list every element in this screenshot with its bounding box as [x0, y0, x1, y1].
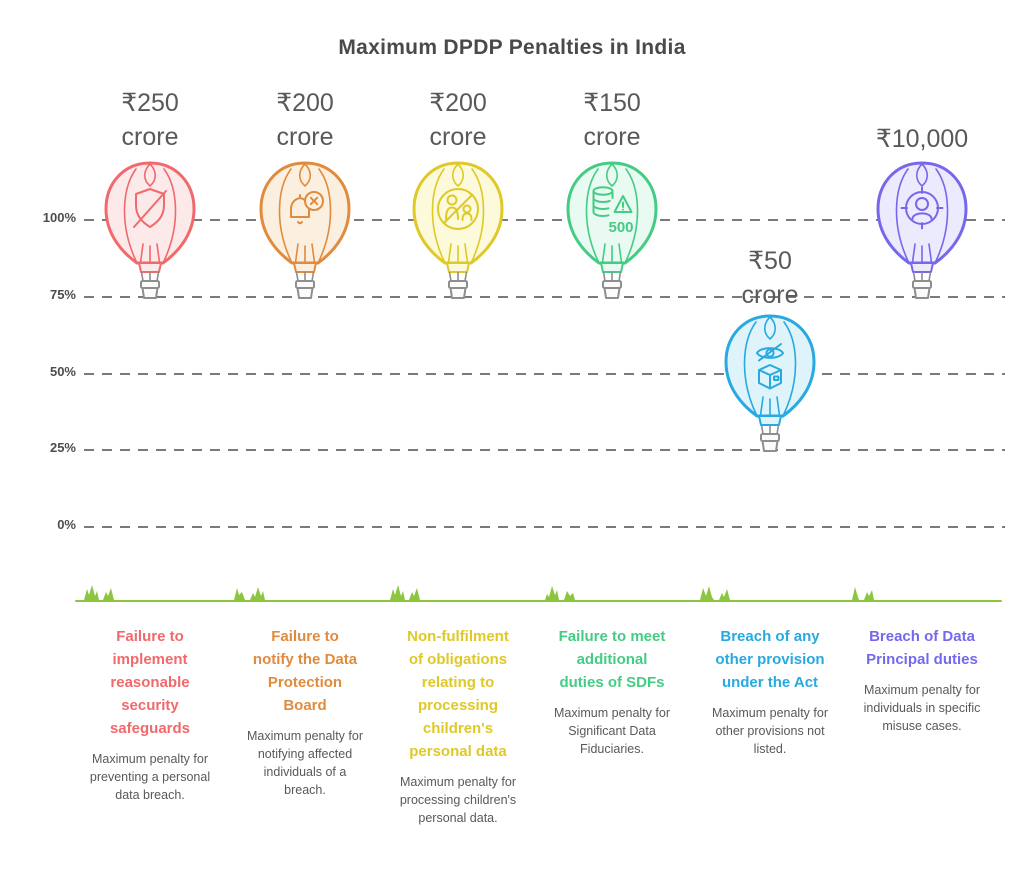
category-security-safeguards: Failure to implement reasonable security… — [72, 626, 228, 804]
balloon-sdf-duties: 500 — [557, 160, 667, 305]
balloon-data-principal — [867, 160, 977, 305]
balloon-other-provisions — [715, 313, 825, 458]
y-tick-100: 100% — [42, 210, 76, 225]
dashed-line — [84, 219, 1005, 221]
balloon-basket — [448, 280, 468, 289]
person-target-icon — [900, 186, 944, 230]
penalty-value-label: ₹50 crore — [741, 247, 799, 309]
chart-title: Maximum DPDP Penalties in India — [338, 36, 686, 59]
category-description: Maximum penalty for individuals in speci… — [863, 682, 981, 734]
grass-tuft-icon — [852, 587, 874, 600]
dashed-line — [84, 526, 1005, 528]
y-tick-0: 0% — [57, 517, 76, 532]
y-tick-50: 50% — [49, 364, 76, 379]
dashed-line — [84, 296, 1005, 298]
dashed-line — [84, 449, 1005, 451]
gridline-75: 75% — [0, 287, 1024, 302]
balloon-basket — [912, 280, 932, 289]
category-heading: Breach of any other provision under the … — [715, 628, 825, 691]
children-prohibited-icon — [437, 188, 479, 230]
ground-line — [75, 600, 1002, 602]
category-description: Maximum penalty for Significant Data Fid… — [553, 705, 670, 757]
eye-slash-box-icon — [756, 343, 784, 390]
category-children-data: Non-fulfilment of obligations relating t… — [380, 626, 536, 827]
category-heading: Breach of Data Principal duties — [866, 628, 978, 668]
gridline-0: 0% — [0, 517, 1024, 532]
penalty-value-label: ₹250 crore — [121, 89, 179, 151]
grass-tuft-icon — [390, 585, 420, 600]
penalty-value-label: ₹10,000 — [875, 125, 969, 153]
database-warning-icon: 500 — [592, 186, 634, 236]
grass-tuft-icon — [700, 586, 730, 600]
penalty-value-label: ₹200 crore — [276, 89, 334, 151]
balloon-basket — [295, 280, 315, 289]
category-description: Maximum penalty for preventing a persona… — [89, 751, 211, 802]
y-tick-25: 25% — [49, 440, 76, 455]
gridline-100: 100% — [0, 210, 1024, 225]
svg-text:500: 500 — [608, 219, 633, 236]
penalty-value-label: ₹200 crore — [429, 89, 487, 151]
category-notify-board: Failure to notify the Data Protection Bo… — [227, 626, 383, 799]
gridline-25: 25% — [0, 440, 1024, 455]
gridline-50: 50% — [0, 364, 1024, 379]
shield-slash-icon — [133, 188, 167, 228]
category-sdf-duties: Failure to meet additional duties of SDF… — [534, 626, 690, 758]
category-data-principal: Breach of Data Principal duties Maximum … — [844, 626, 1000, 735]
y-tick-75: 75% — [49, 287, 76, 302]
category-description: Maximum penalty for processing children'… — [399, 774, 517, 825]
category-heading: Non-fulfilment of obligations relating t… — [407, 628, 509, 760]
bell-x-icon — [290, 191, 324, 225]
dashed-line — [84, 373, 1005, 375]
balloon-children-data — [403, 160, 513, 305]
grass-tuft-icon — [545, 586, 575, 600]
grass-tuft-icon — [234, 587, 265, 600]
balloon-basket — [602, 280, 622, 289]
balloon-basket — [760, 433, 780, 442]
category-other-provisions: Breach of any other provision under the … — [692, 626, 848, 758]
category-description: Maximum penalty for notifying affected i… — [246, 728, 363, 798]
category-heading: Failure to notify the Data Protection Bo… — [252, 628, 358, 714]
category-heading: Failure to meet additional duties of SDF… — [558, 628, 666, 691]
balloon-basket — [140, 280, 160, 289]
penalty-value-label: ₹150 crore — [583, 89, 641, 151]
grass-tuft-icon — [84, 585, 114, 600]
category-heading: Failure to implement reasonable security… — [109, 628, 191, 737]
category-description: Maximum penalty for other provisions not… — [711, 705, 828, 757]
balloon-notify-board — [250, 160, 360, 305]
balloon-security-safeguards — [95, 160, 205, 305]
